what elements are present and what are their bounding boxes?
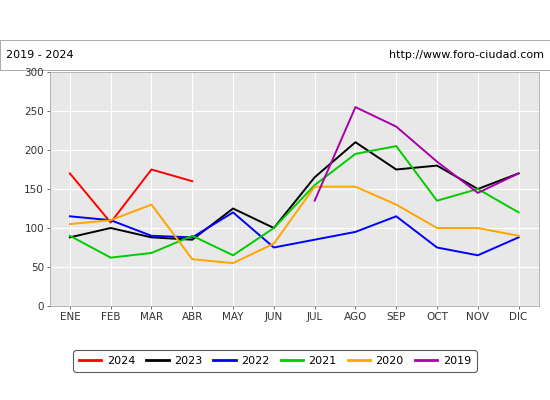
- Legend: 2024, 2023, 2022, 2021, 2020, 2019: 2024, 2023, 2022, 2021, 2020, 2019: [74, 350, 476, 372]
- Text: http://www.foro-ciudad.com: http://www.foro-ciudad.com: [389, 50, 544, 60]
- Text: Evolucion Nº Turistas Extranjeros en el municipio de Monreal de Ariza: Evolucion Nº Turistas Extranjeros en el …: [34, 14, 516, 28]
- Text: 2019 - 2024: 2019 - 2024: [6, 50, 73, 60]
